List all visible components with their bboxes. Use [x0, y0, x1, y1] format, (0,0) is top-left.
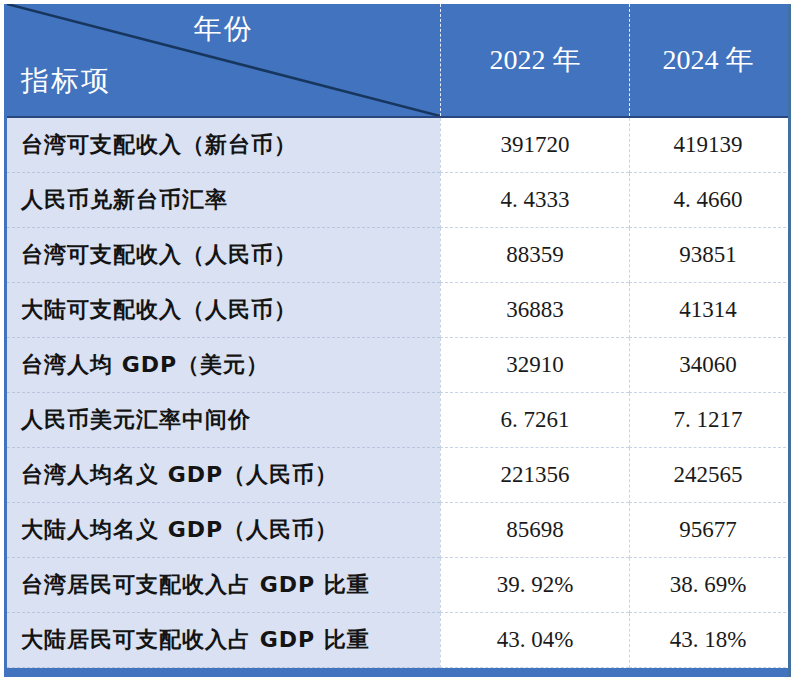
header-corner-cell: 年份 指标项: [7, 4, 440, 116]
value-2022: 6. 7261: [440, 393, 629, 448]
value-2024: 4. 4660: [629, 173, 786, 228]
value-2022: 32910: [440, 338, 629, 393]
value-2022: 88359: [440, 228, 629, 283]
table-bottom-border: [7, 668, 788, 677]
header-indicator-label: 指标项: [21, 62, 111, 100]
page: 年份 指标项 2022 年 2024 年 台湾可支配收入（新台币） 391720…: [0, 0, 799, 685]
value-2024: 419139: [629, 118, 786, 173]
table-row: 人民币美元汇率中间价 6. 7261 7. 1217: [7, 393, 788, 448]
value-2024: 93851: [629, 228, 786, 283]
value-2022: 36883: [440, 283, 629, 338]
value-2024: 95677: [629, 503, 786, 558]
value-2024: 242565: [629, 448, 786, 503]
row-label: 大陆人均名义 GDP（人民币）: [7, 503, 440, 558]
value-2024: 34060: [629, 338, 786, 393]
table-row: 台湾居民可支配收入占 GDP 比重 39. 92% 38. 69%: [7, 558, 788, 613]
header-col-2022: 2022 年: [440, 4, 629, 116]
row-label: 台湾可支配收入（新台币）: [7, 118, 440, 173]
table-row: 大陆人均名义 GDP（人民币） 85698 95677: [7, 503, 788, 558]
row-label: 台湾可支配收入（人民币）: [7, 228, 440, 283]
table-row: 台湾人均 GDP（美元） 32910 34060: [7, 338, 788, 393]
table-header: 年份 指标项 2022 年 2024 年: [7, 4, 788, 118]
value-2024: 38. 69%: [629, 558, 786, 613]
row-label: 台湾居民可支配收入占 GDP 比重: [7, 558, 440, 613]
row-label: 大陆居民可支配收入占 GDP 比重: [7, 613, 440, 668]
table-row: 大陆居民可支配收入占 GDP 比重 43. 04% 43. 18%: [7, 613, 788, 668]
table-row: 台湾可支配收入（人民币） 88359 93851: [7, 228, 788, 283]
value-2022: 4. 4333: [440, 173, 629, 228]
value-2022: 85698: [440, 503, 629, 558]
value-2024: 41314: [629, 283, 786, 338]
comparison-table: 年份 指标项 2022 年 2024 年 台湾可支配收入（新台币） 391720…: [4, 4, 791, 677]
row-label: 大陆可支配收入（人民币）: [7, 283, 440, 338]
value-2024: 43. 18%: [629, 613, 786, 668]
value-2022: 39. 92%: [440, 558, 629, 613]
value-2022: 43. 04%: [440, 613, 629, 668]
table-row: 台湾可支配收入（新台币） 391720 419139: [7, 118, 788, 173]
row-label: 台湾人均名义 GDP（人民币）: [7, 448, 440, 503]
header-year-label: 年份: [7, 10, 440, 48]
row-label: 人民币美元汇率中间价: [7, 393, 440, 448]
table-body: 台湾可支配收入（新台币） 391720 419139 人民币兑新台币汇率 4. …: [7, 118, 788, 668]
table-row: 大陆可支配收入（人民币） 36883 41314: [7, 283, 788, 338]
table-row: 台湾人均名义 GDP（人民币） 221356 242565: [7, 448, 788, 503]
header-col-2024: 2024 年: [629, 4, 786, 116]
value-2022: 221356: [440, 448, 629, 503]
row-label: 台湾人均 GDP（美元）: [7, 338, 440, 393]
table-row: 人民币兑新台币汇率 4. 4333 4. 4660: [7, 173, 788, 228]
value-2024: 7. 1217: [629, 393, 786, 448]
value-2022: 391720: [440, 118, 629, 173]
row-label: 人民币兑新台币汇率: [7, 173, 440, 228]
